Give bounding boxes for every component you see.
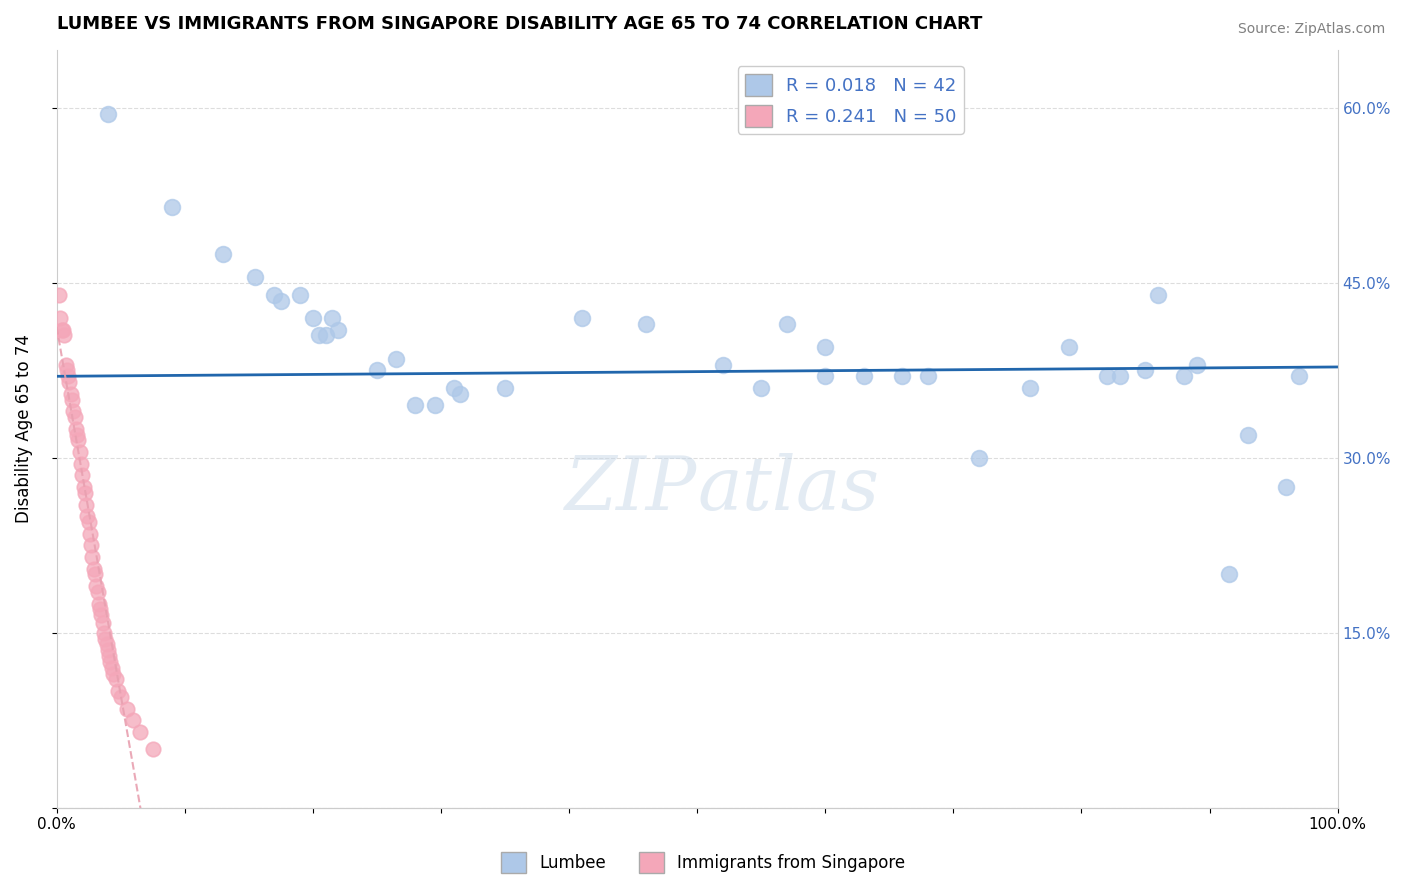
Point	[443, 381, 465, 395]
Point	[1095, 369, 1118, 384]
Point	[1057, 340, 1080, 354]
Point	[65, 422, 87, 436]
Point	[75, 498, 97, 512]
Point	[96, 637, 118, 651]
Point	[1019, 381, 1042, 395]
Point	[315, 328, 337, 343]
Point	[308, 328, 330, 343]
Point	[60, 392, 83, 407]
Text: LUMBEE VS IMMIGRANTS FROM SINGAPORE DISABILITY AGE 65 TO 74 CORRELATION CHART: LUMBEE VS IMMIGRANTS FROM SINGAPORE DISA…	[56, 15, 981, 33]
Point	[749, 381, 772, 395]
Point	[243, 270, 266, 285]
Point	[83, 562, 105, 576]
Point	[571, 310, 593, 325]
Point	[122, 713, 145, 727]
Point	[128, 725, 150, 739]
Point	[94, 632, 117, 646]
Point	[1108, 369, 1130, 384]
Point	[814, 369, 837, 384]
Point	[56, 369, 79, 384]
Point	[73, 486, 96, 500]
Point	[1237, 427, 1260, 442]
Point	[404, 399, 426, 413]
Point	[288, 287, 311, 301]
Point	[814, 340, 837, 354]
Point	[100, 661, 122, 675]
Point	[494, 381, 516, 395]
Point	[1185, 358, 1208, 372]
Point	[86, 579, 108, 593]
Point	[97, 643, 120, 657]
Point	[321, 310, 343, 325]
Point	[55, 358, 77, 372]
Point	[711, 358, 734, 372]
Point	[87, 597, 110, 611]
Point	[891, 369, 914, 384]
Point	[80, 538, 103, 552]
Text: ZIP: ZIP	[565, 453, 697, 525]
Point	[1275, 480, 1298, 494]
Point	[67, 434, 90, 448]
Point	[1135, 363, 1157, 377]
Point	[66, 427, 89, 442]
Point	[270, 293, 292, 308]
Y-axis label: Disability Age 65 to 74: Disability Age 65 to 74	[15, 334, 32, 524]
Legend: Lumbee, Immigrants from Singapore: Lumbee, Immigrants from Singapore	[494, 846, 912, 880]
Point	[51, 323, 73, 337]
Point	[101, 666, 124, 681]
Point	[86, 585, 108, 599]
Point	[1218, 567, 1240, 582]
Point	[328, 323, 350, 337]
Point	[385, 351, 408, 366]
Text: atlas: atlas	[697, 453, 879, 525]
Point	[104, 673, 127, 687]
Point	[423, 399, 446, 413]
Point	[89, 602, 111, 616]
Point	[263, 287, 285, 301]
Point	[110, 690, 132, 704]
Point	[212, 247, 235, 261]
Point	[1173, 369, 1195, 384]
Point	[93, 625, 115, 640]
Point	[76, 509, 98, 524]
Point	[115, 701, 138, 715]
Point	[852, 369, 875, 384]
Point	[72, 480, 94, 494]
Point	[634, 317, 657, 331]
Point	[58, 375, 80, 389]
Point	[967, 450, 990, 465]
Point	[69, 445, 91, 459]
Point	[449, 386, 471, 401]
Point	[62, 404, 84, 418]
Point	[70, 457, 93, 471]
Point	[142, 742, 165, 756]
Point	[98, 649, 121, 664]
Point	[1147, 287, 1170, 301]
Point	[77, 515, 100, 529]
Point	[49, 310, 72, 325]
Point	[776, 317, 799, 331]
Point	[70, 468, 93, 483]
Text: Source: ZipAtlas.com: Source: ZipAtlas.com	[1237, 22, 1385, 37]
Point	[301, 310, 323, 325]
Legend: R = 0.018   N = 42, R = 0.241   N = 50: R = 0.018 N = 42, R = 0.241 N = 50	[738, 66, 965, 134]
Point	[1288, 369, 1310, 384]
Point	[59, 386, 82, 401]
Point	[97, 107, 120, 121]
Point	[79, 526, 101, 541]
Point	[53, 328, 76, 343]
Point	[63, 410, 86, 425]
Point	[56, 363, 79, 377]
Point	[107, 684, 129, 698]
Point	[100, 655, 122, 669]
Point	[90, 608, 112, 623]
Point	[82, 549, 104, 564]
Point	[917, 369, 939, 384]
Point	[52, 323, 75, 337]
Point	[91, 616, 114, 631]
Point	[48, 287, 70, 301]
Point	[160, 200, 183, 214]
Point	[84, 567, 107, 582]
Point	[366, 363, 388, 377]
